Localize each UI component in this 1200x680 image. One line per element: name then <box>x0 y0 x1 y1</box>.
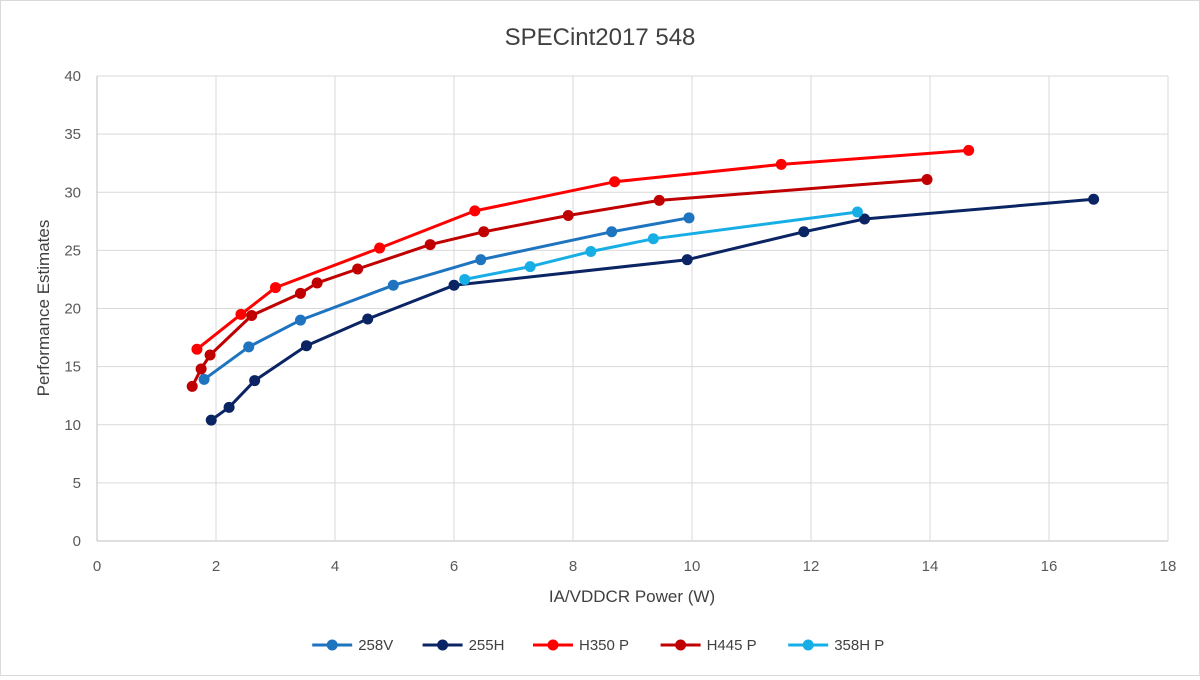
data-point-h350-p <box>191 343 203 355</box>
x-tick-label: 8 <box>569 558 577 575</box>
x-tick-label: 12 <box>803 558 820 575</box>
series-358h-p <box>459 206 863 285</box>
x-tick-label: 4 <box>331 558 339 575</box>
data-point-h445-p <box>204 349 216 361</box>
data-point-h445-p <box>195 363 207 375</box>
y-axis-title: Performance Estimates <box>34 220 53 397</box>
gridlines <box>96 75 1169 542</box>
series-line-h445-p <box>190 178 928 388</box>
axes: 0 5 10 15 20 25 30 35 40 0 2 4 6 8 10 12 14 16 18 <box>64 68 1176 575</box>
data-point-255h <box>798 226 810 238</box>
series-h350-p <box>191 144 975 355</box>
data-point-h445-p <box>653 194 665 206</box>
legend-item-358h-p: 358H P <box>788 637 884 654</box>
y-tick-label: 30 <box>64 184 81 201</box>
y-tick-label: 20 <box>64 301 81 318</box>
data-point-h445-p <box>478 226 490 238</box>
data-point-258v <box>475 254 487 266</box>
legend-swatch-marker <box>437 639 449 651</box>
legend-label: 258V <box>358 637 393 654</box>
series-255h <box>205 193 1100 426</box>
legend-item-h350-p: H350 P <box>533 637 629 654</box>
x-tick-label: 0 <box>93 558 101 575</box>
data-point-255h <box>362 313 374 325</box>
legend-label: 358H P <box>834 637 884 654</box>
legend-item-h445-p: H445 P <box>660 637 757 654</box>
legend-label: H350 P <box>579 637 629 654</box>
legend: 258V 255H H350 P H445 P 358H P <box>312 637 884 654</box>
data-point-255h <box>448 279 460 291</box>
data-point-h445-p <box>186 380 198 392</box>
series-line-255h <box>210 197 1094 422</box>
data-point-h445-p <box>294 287 306 299</box>
data-point-h445-p <box>921 173 933 185</box>
data-point-255h <box>1088 193 1100 205</box>
y-tick-label: 10 <box>64 417 81 434</box>
legend-swatch-marker <box>547 639 559 651</box>
data-point-255h <box>859 213 871 225</box>
data-point-358h-p <box>647 233 659 245</box>
data-point-h350-p <box>963 144 975 156</box>
x-tick-label: 18 <box>1160 558 1177 575</box>
data-point-h445-p <box>246 309 258 321</box>
series-layer <box>186 144 1100 426</box>
y-tick-label: 0 <box>73 533 81 550</box>
data-point-h350-p <box>469 205 481 217</box>
legend-swatch-marker <box>675 639 687 651</box>
x-tick-label: 16 <box>1041 558 1058 575</box>
data-point-h445-p <box>311 277 323 289</box>
data-point-255h <box>681 254 693 266</box>
data-point-h350-p <box>609 176 621 188</box>
data-point-255h <box>223 401 235 413</box>
legend-swatch-marker <box>802 639 814 651</box>
x-tick-label: 2 <box>212 558 220 575</box>
data-point-h445-p <box>424 239 436 251</box>
legend-item-258v: 258V <box>312 637 393 654</box>
series-h445-p <box>186 173 933 392</box>
y-tick-label: 5 <box>73 475 81 492</box>
data-point-h350-p <box>270 282 281 294</box>
data-point-258v <box>683 212 695 224</box>
data-point-h350-p <box>775 158 787 170</box>
data-point-h445-p <box>562 210 574 221</box>
data-point-255h <box>249 375 261 387</box>
data-point-358h-p <box>459 273 471 285</box>
data-point-255h <box>205 414 217 426</box>
legend-swatch-marker <box>326 639 338 651</box>
data-point-258v <box>198 373 210 385</box>
data-point-358h-p <box>585 246 597 258</box>
data-point-258v <box>243 341 255 353</box>
legend-label: 255H <box>469 637 505 654</box>
data-point-258v <box>387 279 399 291</box>
data-point-358h-p <box>524 261 536 273</box>
y-tick-label: 15 <box>64 359 81 376</box>
legend-label: H445 P <box>707 637 757 654</box>
series-258v <box>198 212 695 385</box>
data-point-h350-p <box>235 308 247 320</box>
data-point-258v <box>294 314 306 326</box>
data-point-h445-p <box>352 263 364 275</box>
y-tick-label: 25 <box>64 242 81 259</box>
data-point-358h-p <box>851 206 863 218</box>
x-axis-title: IA/VDDCR Power (W) <box>549 587 715 606</box>
chart-title: SPECint2017 548 <box>505 24 696 51</box>
series-line-h350-p <box>196 148 969 351</box>
data-point-258v <box>606 226 618 238</box>
x-tick-label: 10 <box>684 558 701 575</box>
data-point-255h <box>300 340 312 352</box>
x-tick-label: 6 <box>450 558 458 575</box>
data-point-h350-p <box>374 242 386 254</box>
x-tick-label: 14 <box>922 558 939 575</box>
y-tick-label: 35 <box>64 126 81 143</box>
y-tick-label: 40 <box>64 68 81 85</box>
legend-item-255h: 255H <box>422 637 505 654</box>
